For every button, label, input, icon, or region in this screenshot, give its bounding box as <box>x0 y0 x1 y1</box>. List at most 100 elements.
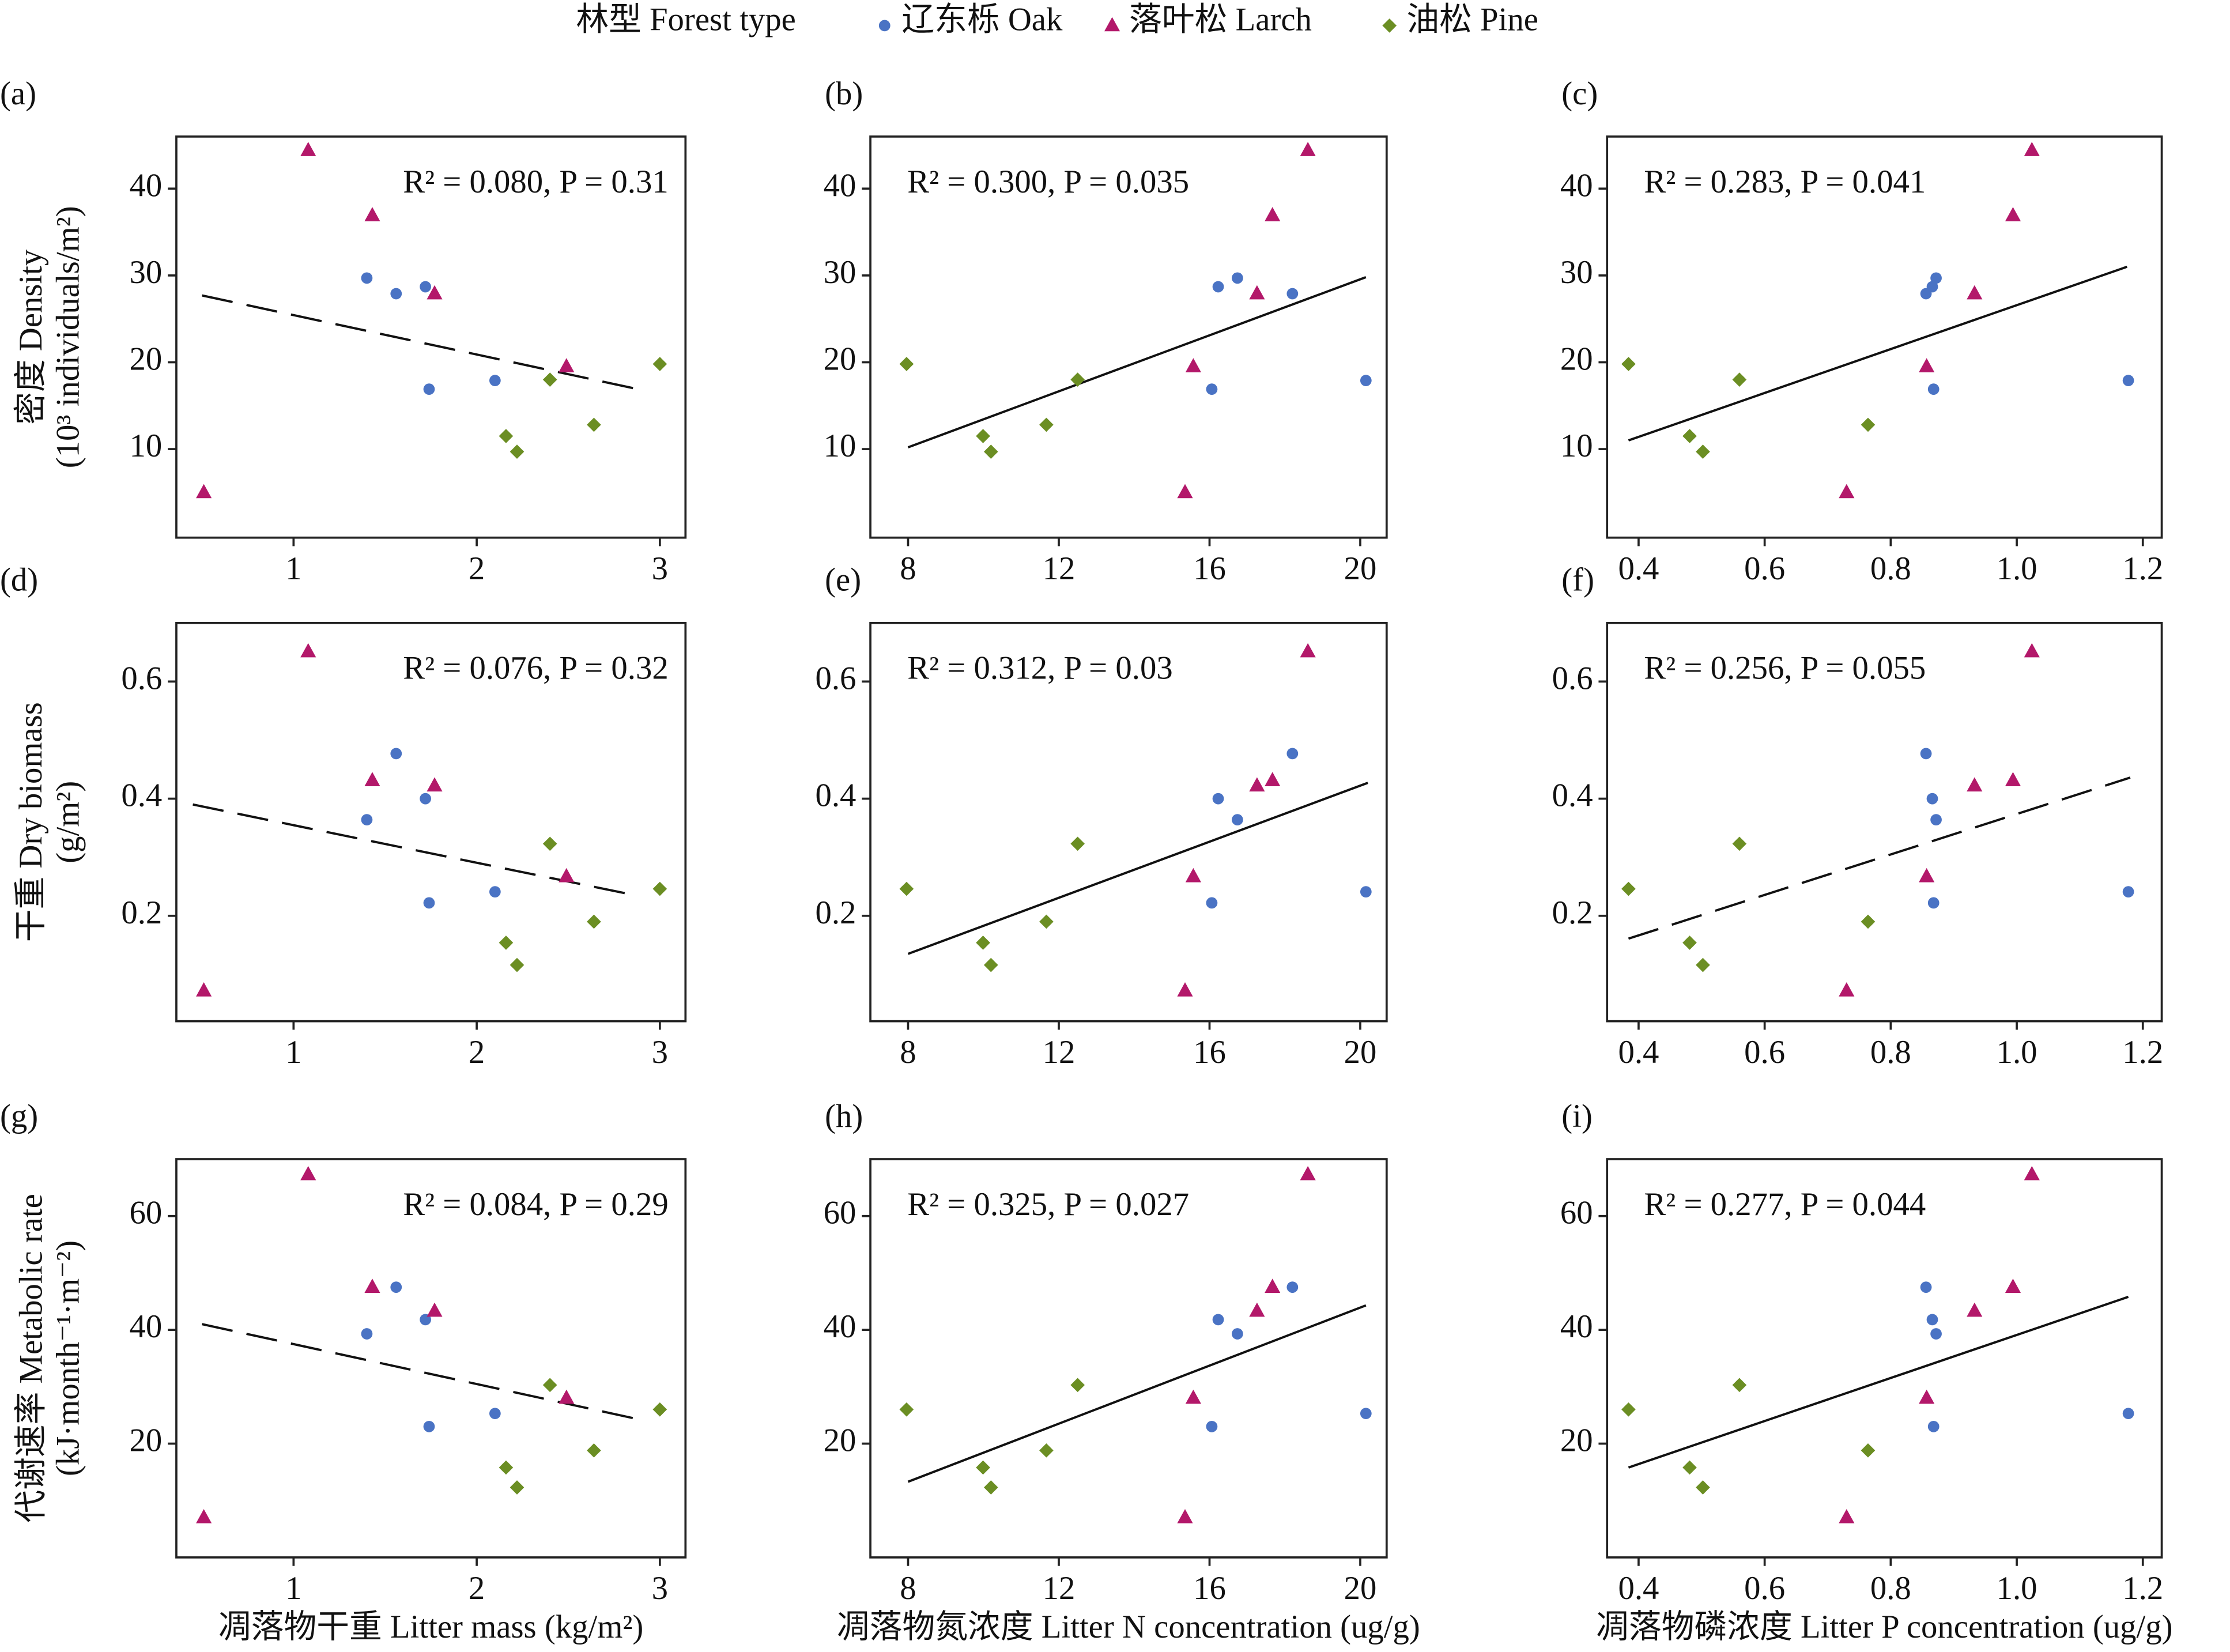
point <box>2024 643 2040 658</box>
legend-marker <box>878 20 891 32</box>
y-tick-label: 0.2 <box>815 895 856 931</box>
point <box>1360 375 1372 386</box>
point <box>1232 1328 1243 1340</box>
x-tick-label: 1 <box>285 1570 301 1606</box>
annotation: R² = 0.084, P = 0.29 <box>403 1186 668 1223</box>
y-tick-label: 20 <box>130 1423 163 1459</box>
y-tick-label: 20 <box>824 1423 856 1459</box>
point <box>1927 383 1940 395</box>
point <box>1185 358 1201 372</box>
point <box>1070 836 1085 851</box>
fit-line <box>1628 776 2131 940</box>
point <box>1930 272 1942 284</box>
point <box>1696 1480 1710 1495</box>
y-tick-label: 20 <box>1560 1423 1593 1459</box>
y-tick-label: 30 <box>1560 254 1593 291</box>
x-tick-label: 0.6 <box>1744 1570 1785 1606</box>
point <box>976 429 990 443</box>
point <box>1926 1314 1938 1326</box>
point <box>390 748 402 760</box>
y-tick-label: 20 <box>1560 341 1593 378</box>
point <box>364 207 380 221</box>
fit-line <box>1628 265 2128 442</box>
point <box>1249 1302 1265 1317</box>
point <box>1920 1281 1932 1293</box>
annotation: R² = 0.283, P = 0.041 <box>1644 164 1926 200</box>
point <box>361 1328 373 1340</box>
annotation: R² = 0.325, P = 0.027 <box>907 1186 1189 1223</box>
point <box>1360 1408 1372 1420</box>
y-tick-label: 10 <box>130 428 163 464</box>
point <box>423 897 435 909</box>
y-tick-label: 40 <box>130 167 163 203</box>
point <box>300 142 316 156</box>
y-axis-label: (g/m²) <box>50 781 86 863</box>
plot-frame <box>869 135 1388 539</box>
y-tick-label: 0.2 <box>121 895 162 931</box>
point <box>1212 793 1224 805</box>
point <box>587 1443 601 1458</box>
annotation: R² = 0.256, P = 0.055 <box>1644 650 1926 687</box>
point <box>1920 748 1932 760</box>
point <box>390 1281 402 1293</box>
point <box>1206 1421 1218 1432</box>
annotation: R² = 0.076, P = 0.32 <box>403 650 668 687</box>
point <box>1185 868 1201 882</box>
point <box>983 444 998 459</box>
point <box>2024 142 2040 156</box>
point <box>2024 1166 2040 1180</box>
point <box>1682 936 1697 950</box>
point <box>1967 1302 1983 1317</box>
x-tick-label: 12 <box>1043 1570 1076 1606</box>
point <box>196 982 212 997</box>
y-tick-label: 10 <box>1560 428 1593 464</box>
point <box>1039 914 1054 929</box>
point <box>1360 886 1372 897</box>
point <box>1696 444 1710 459</box>
x-tick-label: 0.4 <box>1618 1570 1659 1606</box>
y-tick-label: 40 <box>1560 167 1593 203</box>
plot-frame <box>175 135 687 539</box>
point <box>510 444 525 459</box>
x-tick-label: 20 <box>1344 1570 1377 1606</box>
y-tick-label: 30 <box>130 254 163 291</box>
point <box>542 1378 557 1393</box>
point <box>1621 881 1636 896</box>
point <box>899 357 914 371</box>
x-tick-label: 0.8 <box>1870 1034 1911 1070</box>
plot-frame <box>1606 621 2163 1023</box>
x-tick-label: 1.0 <box>1997 1570 2037 1606</box>
plot-frame <box>1606 135 2163 539</box>
x-tick-label: 8 <box>900 550 916 587</box>
point <box>1265 772 1281 786</box>
point <box>364 1278 380 1293</box>
point <box>364 772 380 786</box>
plot-frame <box>175 621 687 1023</box>
point <box>489 1408 501 1420</box>
x-tick-label: 3 <box>652 1570 668 1606</box>
point <box>1232 272 1243 284</box>
point <box>427 285 443 300</box>
point <box>196 1509 212 1523</box>
point <box>1300 142 1316 156</box>
x-tick-label: 0.4 <box>1618 550 1659 587</box>
legend-label: 油松 Pine <box>1406 2 1538 38</box>
panel-label: (c) <box>1561 76 1598 112</box>
point <box>1926 793 1938 805</box>
y-tick-label: 0.4 <box>815 778 856 814</box>
x-axis-label: 凋落物氮浓度 Litter N concentration (ug/g) <box>837 1609 1420 1645</box>
y-tick-label: 40 <box>130 1308 163 1345</box>
x-tick-label: 12 <box>1043 550 1076 587</box>
y-axis-label: 代谢速率 Metabolic rate <box>13 1194 49 1523</box>
point <box>652 357 667 371</box>
y-axis-label: 密度 Density <box>13 249 49 425</box>
panel-label: (d) <box>0 562 38 598</box>
y-tick-label: 20 <box>130 341 163 378</box>
point <box>1206 897 1218 909</box>
legend-marker <box>1382 18 1397 33</box>
panel-label: (h) <box>825 1098 863 1134</box>
x-tick-label: 8 <box>900 1034 916 1070</box>
x-tick-label: 0.8 <box>1870 1570 1911 1606</box>
point <box>2122 375 2134 386</box>
